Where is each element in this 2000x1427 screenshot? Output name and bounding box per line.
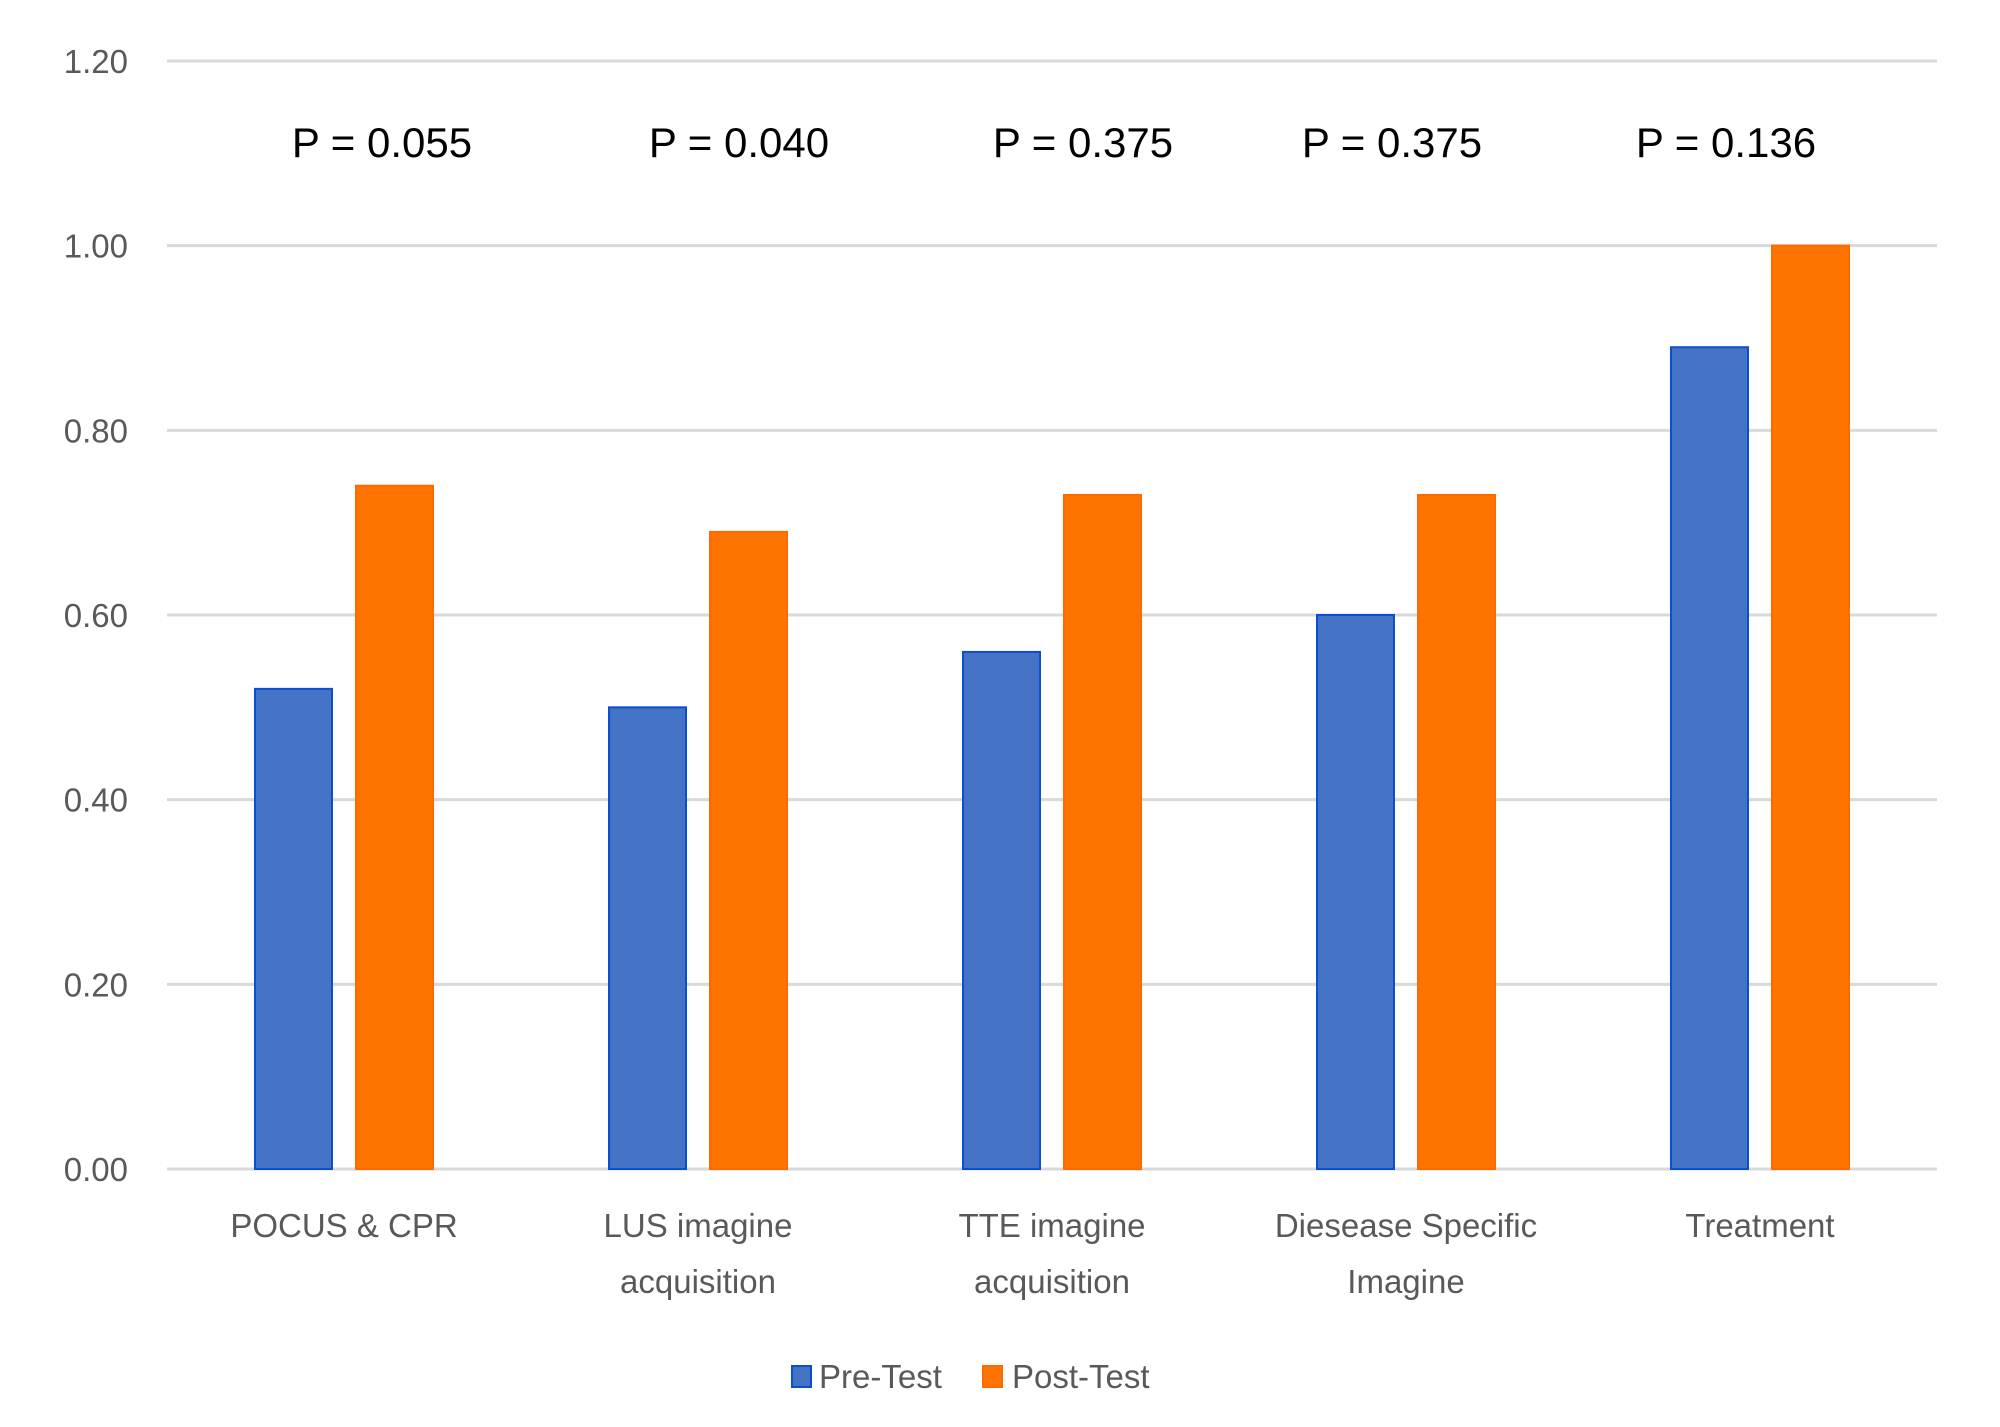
y-tick-label: 0.60: [64, 597, 128, 634]
legend-swatch: [982, 1365, 1003, 1388]
legend-label: Post-Test: [1012, 1358, 1150, 1395]
bar-post-test-2: [1063, 493, 1142, 1170]
x-category-label: acquisition: [974, 1263, 1130, 1300]
bars: [254, 244, 1850, 1170]
gridlines: [167, 59, 1937, 1171]
legend-label: Pre-Test: [819, 1358, 942, 1395]
x-category-label: TTE imagine: [958, 1207, 1145, 1244]
bar-post-test-4: [1771, 244, 1850, 1170]
x-category-label: Treatment: [1685, 1207, 1834, 1244]
bar-pre-test-3: [1316, 614, 1395, 1170]
bar-post-test-3: [1417, 493, 1496, 1170]
p-value-label: P = 0.375: [1302, 119, 1482, 166]
bar-post-test-0: [355, 484, 434, 1170]
legend-item-pre-test: Pre-Test: [791, 1358, 942, 1395]
y-axis-ticks: 0.00 0.20 0.40 0.60 0.80 1.00 1.20: [64, 43, 128, 1188]
legend-item-post-test: Post-Test: [982, 1358, 1150, 1395]
y-tick-label: 0.40: [64, 782, 128, 819]
bar-post-test-1: [709, 530, 788, 1170]
bar-pre-test-2: [962, 650, 1041, 1170]
x-axis-labels: POCUS & CPR LUS imagine acquisition TTE ima…: [230, 1207, 1834, 1300]
p-value-label: P = 0.055: [292, 119, 472, 166]
y-tick-label: 1.00: [64, 228, 128, 265]
p-value-label: P = 0.136: [1636, 119, 1816, 166]
x-category-label: POCUS & CPR: [230, 1207, 457, 1244]
legend: Pre-Test Post-Test: [791, 1358, 1150, 1395]
bar-pre-test-4: [1670, 346, 1749, 1170]
p-value-label: P = 0.040: [649, 119, 829, 166]
p-value-label: P = 0.375: [993, 119, 1173, 166]
p-value-annotations: P = 0.055 P = 0.040 P = 0.375 P = 0.375 P = …: [292, 119, 1816, 166]
y-tick-label: 1.20: [64, 43, 128, 80]
y-tick-label: 0.80: [64, 412, 128, 449]
y-tick-label: 0.20: [64, 966, 128, 1003]
x-category-label: acquisition: [620, 1263, 776, 1300]
legend-swatch: [791, 1365, 812, 1388]
bar-pre-test-1: [608, 706, 687, 1170]
x-category-label: LUS imagine: [604, 1207, 793, 1244]
x-category-label: Imagine: [1347, 1263, 1464, 1300]
x-category-label: Diesease Specific: [1275, 1207, 1537, 1244]
y-tick-label: 0.00: [64, 1151, 128, 1188]
bar-pre-test-0: [254, 687, 333, 1170]
